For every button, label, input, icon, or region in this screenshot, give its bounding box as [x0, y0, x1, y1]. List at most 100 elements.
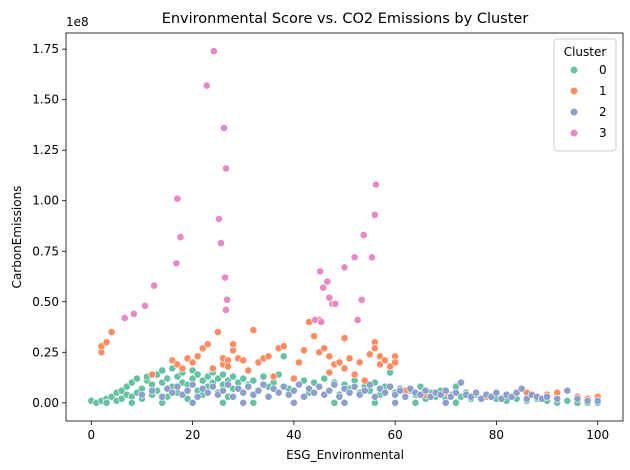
point-cluster-1 — [224, 362, 232, 371]
point-cluster-1 — [376, 360, 384, 369]
point-cluster-2 — [198, 384, 207, 393]
point-cluster-2 — [457, 378, 465, 387]
point-cluster-0 — [107, 392, 116, 401]
point-cluster-1 — [295, 358, 303, 367]
point-cluster-1 — [325, 368, 334, 377]
point-cluster-0 — [214, 374, 222, 383]
point-cluster-1 — [269, 372, 278, 381]
point-cluster-1 — [102, 338, 111, 347]
point-cluster-2 — [365, 380, 374, 389]
legend-marker-1 — [569, 86, 579, 96]
point-cluster-3 — [120, 314, 129, 322]
y-axis: 0.00 0.25 0.50 0.75 1.00 1.25 1.50 1.75 — [32, 42, 66, 410]
point-cluster-2 — [193, 392, 202, 401]
point-cluster-1 — [315, 348, 324, 357]
point-cluster-1 — [264, 352, 273, 361]
point-cluster-2 — [553, 394, 562, 403]
point-cluster-3 — [173, 194, 182, 203]
legend-label-1: 1 — [599, 84, 607, 98]
point-cluster-0 — [132, 374, 141, 383]
point-cluster-1 — [391, 358, 400, 367]
point-cluster-2 — [421, 386, 430, 395]
point-cluster-0 — [117, 394, 126, 403]
point-cluster-2 — [138, 390, 146, 399]
point-cluster-2 — [229, 392, 237, 401]
point-cluster-1 — [376, 352, 384, 361]
point-cluster-3 — [222, 305, 230, 314]
point-cluster-0 — [117, 386, 126, 395]
point-cluster-0 — [330, 398, 339, 407]
point-cluster-0 — [249, 398, 258, 407]
point-cluster-2 — [188, 380, 197, 389]
point-cluster-2 — [446, 392, 455, 401]
point-cluster-0 — [122, 382, 131, 391]
chart-title: Environmental Score vs. CO2 Emissions by… — [162, 11, 529, 27]
point-cluster-3 — [141, 301, 149, 310]
point-cluster-0 — [219, 398, 227, 407]
point-cluster-3 — [367, 253, 376, 262]
point-cluster-1 — [340, 364, 349, 373]
x-axis: 0 20 40 60 80 100 — [87, 421, 609, 442]
point-cluster-0 — [563, 396, 572, 405]
point-cluster-2 — [563, 386, 572, 395]
point-cluster-2 — [188, 398, 197, 407]
point-cluster-3 — [359, 231, 368, 239]
point-cluster-1 — [168, 356, 177, 365]
point-cluster-2 — [451, 388, 460, 397]
point-cluster-2 — [244, 382, 253, 391]
point-cluster-2 — [264, 392, 273, 401]
point-cluster-0 — [310, 378, 319, 387]
point-cluster-2 — [295, 380, 303, 389]
point-cluster-1 — [350, 370, 359, 379]
data-points — [87, 47, 602, 407]
point-cluster-3 — [221, 273, 229, 282]
point-cluster-0 — [193, 370, 202, 379]
point-cluster-2 — [148, 386, 156, 395]
legend: Cluster 0 1 2 3 — [553, 38, 617, 152]
point-cluster-2 — [583, 396, 592, 405]
point-cluster-3 — [340, 263, 349, 272]
point-cluster-2 — [512, 388, 521, 397]
point-cluster-2 — [477, 394, 486, 403]
point-cluster-1 — [198, 344, 207, 353]
point-cluster-1 — [214, 328, 222, 336]
point-cluster-1 — [183, 354, 192, 363]
point-cluster-0 — [203, 372, 212, 381]
point-cluster-1 — [188, 358, 197, 367]
point-cluster-1 — [254, 358, 263, 367]
point-cluster-2 — [406, 384, 415, 393]
point-cluster-0 — [188, 366, 197, 375]
point-cluster-3 — [319, 283, 328, 292]
point-cluster-2 — [441, 386, 450, 395]
point-cluster-2 — [507, 392, 516, 401]
y-tick-label: 0.75 — [32, 244, 59, 258]
y-tick-label: 1.00 — [32, 194, 59, 208]
point-cluster-2 — [487, 392, 496, 401]
point-cluster-1 — [193, 352, 202, 361]
x-tick-label: 100 — [586, 428, 609, 442]
point-cluster-2 — [340, 384, 349, 393]
point-cluster-1 — [386, 362, 394, 371]
y-tick-label: 0.25 — [32, 345, 59, 359]
point-cluster-2 — [416, 390, 425, 399]
point-cluster-2 — [381, 388, 389, 397]
point-cluster-2 — [330, 380, 339, 389]
point-cluster-1 — [320, 344, 329, 353]
point-cluster-2 — [234, 384, 243, 393]
point-cluster-1 — [310, 332, 319, 341]
point-cluster-2 — [289, 386, 298, 395]
point-cluster-2 — [350, 382, 359, 391]
plot-area — [65, 32, 624, 422]
point-cluster-2 — [573, 394, 582, 403]
point-cluster-0 — [320, 374, 329, 383]
point-cluster-1 — [355, 358, 364, 367]
point-cluster-2 — [517, 384, 526, 393]
point-cluster-1 — [325, 352, 334, 361]
point-cluster-1 — [178, 364, 187, 373]
point-cluster-0 — [168, 364, 177, 373]
point-cluster-3 — [223, 295, 231, 304]
point-cluster-0 — [239, 374, 248, 383]
point-cluster-2 — [239, 388, 248, 397]
point-cluster-2 — [279, 382, 288, 391]
y-tick-label: 1.75 — [32, 42, 59, 56]
